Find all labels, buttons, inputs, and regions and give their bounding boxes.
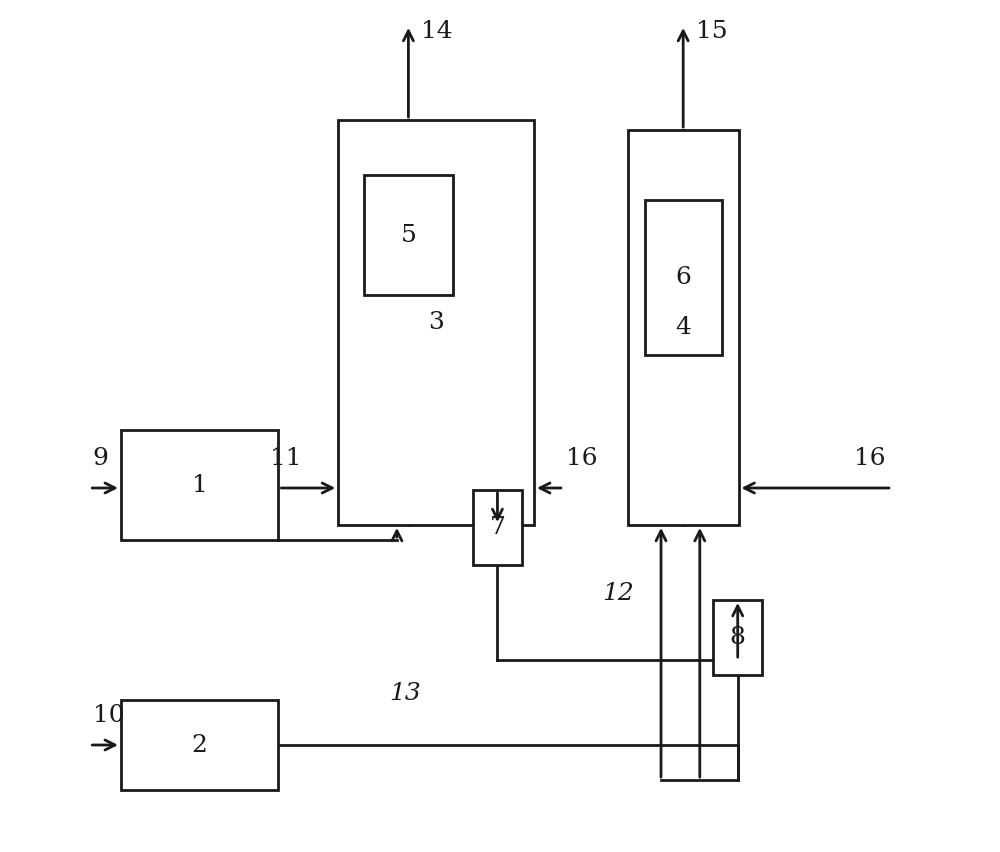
Text: 11: 11 (270, 447, 301, 470)
Text: 6: 6 (675, 266, 691, 289)
Text: 4: 4 (675, 316, 691, 339)
FancyBboxPatch shape (645, 200, 722, 355)
Text: 1: 1 (192, 474, 208, 497)
FancyBboxPatch shape (364, 175, 453, 295)
Text: 15: 15 (696, 20, 728, 43)
Text: 16: 16 (566, 447, 598, 470)
Text: 2: 2 (192, 734, 208, 757)
FancyBboxPatch shape (121, 700, 278, 790)
FancyBboxPatch shape (338, 120, 534, 525)
FancyBboxPatch shape (473, 490, 522, 565)
Text: 13: 13 (389, 682, 421, 705)
FancyBboxPatch shape (121, 430, 278, 540)
Text: 9: 9 (93, 447, 109, 470)
Text: 7: 7 (490, 516, 505, 539)
Text: 8: 8 (730, 626, 746, 649)
Text: 16: 16 (854, 447, 885, 470)
Text: 12: 12 (602, 582, 634, 605)
Text: 3: 3 (428, 311, 444, 334)
Text: 14: 14 (421, 20, 453, 43)
Text: 10: 10 (93, 704, 124, 727)
FancyBboxPatch shape (713, 600, 762, 675)
Text: 5: 5 (400, 223, 416, 246)
FancyBboxPatch shape (628, 130, 739, 525)
